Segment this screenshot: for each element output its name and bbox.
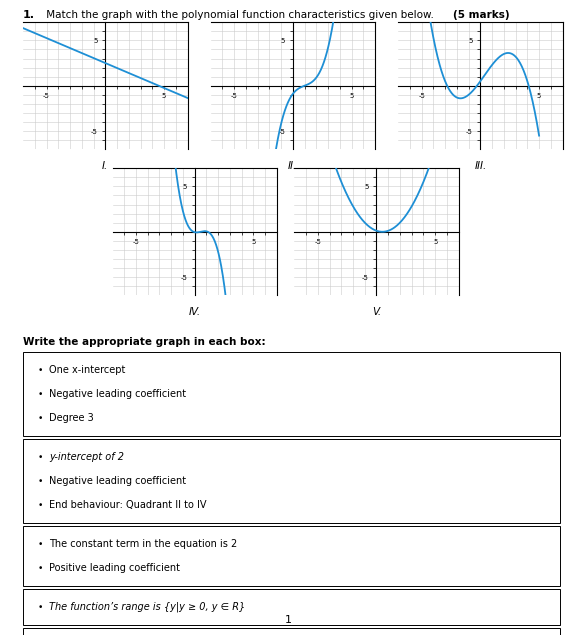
Text: Negative leading coefficient: Negative leading coefficient (49, 476, 186, 486)
Text: •: • (38, 477, 43, 486)
Text: •: • (38, 453, 43, 462)
Text: •: • (38, 366, 43, 375)
Text: One x-intercept: One x-intercept (49, 365, 125, 375)
Text: Degree 3: Degree 3 (49, 413, 94, 424)
Text: •: • (38, 390, 43, 399)
Text: IV.: IV. (189, 307, 201, 317)
Text: •: • (38, 564, 43, 573)
Text: I.: I. (102, 161, 108, 171)
Text: •: • (38, 414, 43, 423)
Text: •: • (38, 603, 43, 612)
Text: The function’s range is {y|y ≥ 0, y ∈ R}: The function’s range is {y|y ≥ 0, y ∈ R} (49, 602, 245, 612)
Text: 1.: 1. (23, 10, 35, 20)
Text: Negative leading coefficient: Negative leading coefficient (49, 389, 186, 399)
Text: V.: V. (372, 307, 381, 317)
Text: II.: II. (288, 161, 298, 171)
Text: The constant term in the equation is 2: The constant term in the equation is 2 (49, 539, 237, 549)
Text: Write the appropriate graph in each box:: Write the appropriate graph in each box: (23, 337, 265, 347)
Text: Match the graph with the polynomial function characteristics given below.: Match the graph with the polynomial func… (43, 10, 437, 20)
Text: III.: III. (474, 161, 486, 171)
Text: (5 marks): (5 marks) (453, 10, 509, 20)
Text: 1: 1 (285, 615, 292, 625)
Text: Positive leading coefficient: Positive leading coefficient (49, 563, 180, 573)
Text: y-intercept of 2: y-intercept of 2 (49, 452, 124, 462)
Text: •: • (38, 501, 43, 510)
Text: •: • (38, 540, 43, 549)
Text: End behaviour: Quadrant II to IV: End behaviour: Quadrant II to IV (49, 500, 207, 511)
